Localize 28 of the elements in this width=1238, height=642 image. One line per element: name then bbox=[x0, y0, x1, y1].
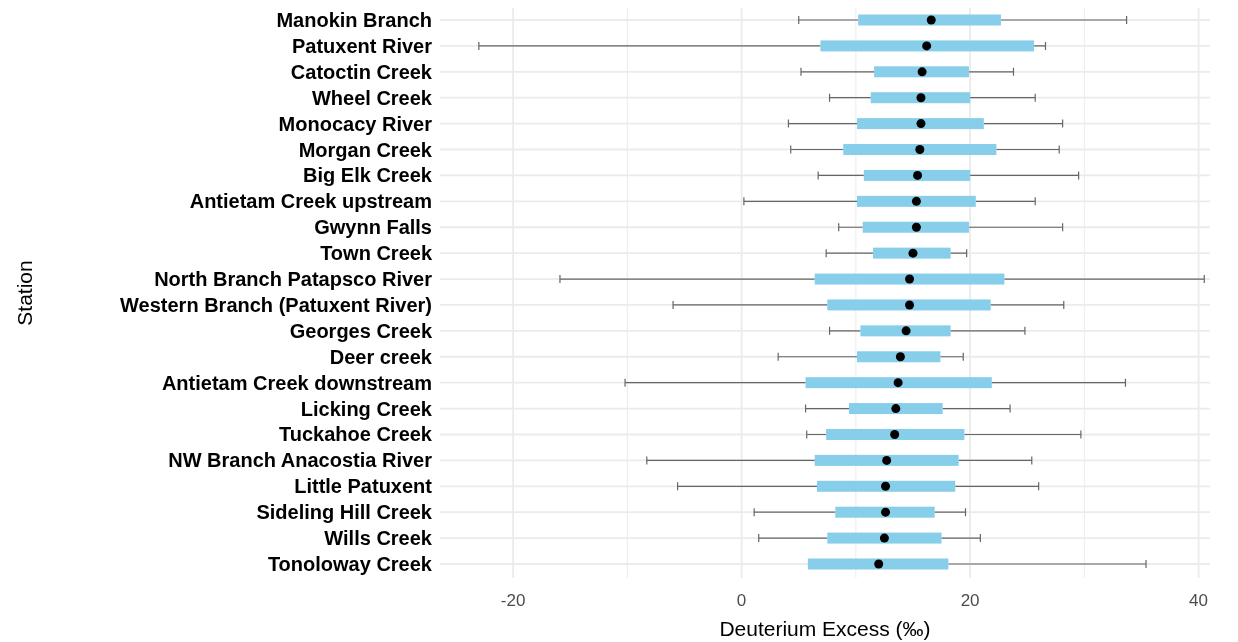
y-tick-label: Town Creek bbox=[320, 242, 433, 265]
y-tick-label: Gwynn Falls bbox=[314, 216, 432, 239]
x-tick-label: 20 bbox=[960, 591, 980, 610]
x-tick-label: 40 bbox=[1189, 591, 1209, 610]
y-tick-label: Patuxent River bbox=[291, 34, 433, 57]
y-tick-label: Big Elk Creek bbox=[303, 164, 433, 187]
y-tick-label: North Branch Patapsco River bbox=[154, 268, 433, 291]
y-tick-label: Western Branch (Patuxent River) bbox=[120, 293, 432, 316]
x-tick-label: 0 bbox=[736, 591, 747, 610]
y-tick-label: Antietam Creek downstream bbox=[161, 371, 432, 394]
y-tick-label: Catoctin Creek bbox=[290, 60, 433, 83]
y-tick-label: Wills Creek bbox=[324, 527, 433, 550]
y-tick-label: Antietam Creek upstream bbox=[189, 190, 432, 213]
y-tick-label: Little Patuxent bbox=[294, 475, 433, 498]
y-tick-label: Tuckahoe Creek bbox=[278, 423, 433, 446]
x-tick-label: -20 bbox=[500, 591, 526, 610]
y-tick-label: Morgan Creek bbox=[298, 138, 433, 161]
y-axis-title: Station bbox=[13, 260, 36, 326]
y-tick-label: Wheel Creek bbox=[311, 86, 433, 109]
y-tick-label: Tonoloway Creek bbox=[267, 553, 433, 575]
y-tick-label: Manokin Branch bbox=[276, 9, 432, 31]
y-tick-label: Monocacy River bbox=[278, 112, 433, 135]
y-tick-label: Licking Creek bbox=[300, 397, 433, 420]
x-axis-title: Deuterium Excess (‰) bbox=[719, 617, 931, 640]
y-tick-label: NW Branch Anacostia River bbox=[168, 449, 433, 472]
y-tick-label: Georges Creek bbox=[289, 319, 433, 342]
y-tick-label: Sideling Hill Creek bbox=[256, 501, 433, 524]
y-tick-label: Deer creek bbox=[329, 345, 433, 368]
